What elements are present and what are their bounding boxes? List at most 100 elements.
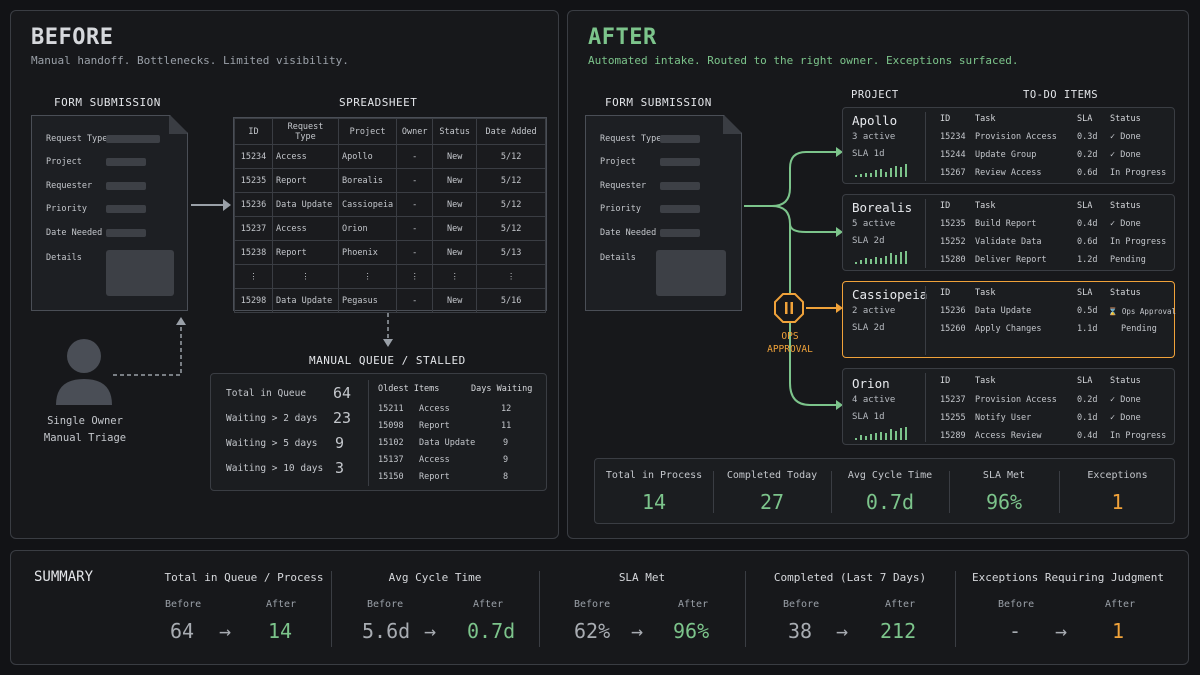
- cell: ⋮: [476, 264, 546, 289]
- task-id: 15235: [940, 219, 966, 229]
- form-field-label: Date Needed: [600, 228, 657, 238]
- project-active-count: 5 active: [852, 219, 896, 229]
- kpi-label: Total in Process: [605, 470, 703, 481]
- ops-approval-line: APPROVAL: [767, 344, 813, 355]
- summary-metric-title: SLA Met: [618, 571, 666, 584]
- before-panel: BEFORE Manual handoff. Bottlenecks. Limi…: [10, 10, 559, 539]
- col-header-id: ID: [940, 201, 951, 211]
- kpi-value: 14: [641, 490, 667, 514]
- project-name: Borealis: [852, 200, 913, 215]
- after-value: 96%: [673, 619, 710, 643]
- before-label: Before: [574, 599, 611, 610]
- project-card-borealis[interactable]: Borealis 5 active SLA 2d ID Task SLA Sta…: [842, 194, 1175, 271]
- sparkline-bar: [905, 164, 907, 177]
- cell: New: [432, 144, 478, 169]
- col-header-task: Task: [975, 376, 996, 386]
- before-value: -: [1009, 619, 1022, 643]
- queue-stat-label: Total in Queue: [226, 388, 307, 399]
- col-header-status: Status: [1110, 376, 1141, 386]
- task-id: 15237: [940, 395, 966, 405]
- task-id: 15267: [940, 168, 966, 178]
- arrow-right-icon: →: [424, 619, 437, 643]
- task-sla: 0.1d: [1077, 413, 1098, 423]
- before-title: BEFORE: [31, 25, 114, 50]
- form-field-value: [660, 229, 700, 237]
- after-label: After: [678, 599, 709, 610]
- form-field-value: [660, 135, 700, 143]
- task-status: In Progress: [1110, 168, 1167, 178]
- kpi-value: 96%: [985, 490, 1023, 514]
- task-status: ✓ Done: [1110, 413, 1141, 423]
- page-fold-icon: [723, 116, 741, 134]
- project-name: Orion: [852, 376, 890, 391]
- divider: [745, 571, 746, 647]
- cell: ⋮: [396, 264, 434, 289]
- before-label: Before: [367, 599, 404, 610]
- task-id: 15234: [940, 132, 966, 142]
- task-sla: 0.2d: [1077, 150, 1098, 160]
- form-field-value: [106, 205, 146, 213]
- spreadsheet: ID Request Type Project Owner Status Dat…: [233, 117, 547, 313]
- task-name: Notify User: [975, 413, 1032, 423]
- form-field-label: Requester: [600, 181, 647, 191]
- form-field-label: Priority: [600, 204, 641, 214]
- oldest-item-days: 9: [503, 438, 509, 448]
- cell: Cassiopeia: [337, 192, 398, 217]
- oldest-item-days: 8: [503, 472, 509, 482]
- task-name: Provision Access: [975, 395, 1057, 405]
- project-sla: SLA 1d: [852, 149, 885, 159]
- summary-metric-title: Total in Queue / Process: [164, 571, 324, 584]
- project-card-cassiopeia[interactable]: Cassiopeia 2 active SLA 2d ID Task SLA S…: [842, 281, 1176, 358]
- divider: [925, 286, 926, 355]
- divider: [949, 471, 950, 513]
- cell: -: [396, 240, 434, 265]
- project-active-count: 4 active: [852, 395, 896, 405]
- task-id: 15260: [940, 324, 966, 334]
- sparkline-bar: [865, 173, 867, 177]
- cell: Data Update: [272, 288, 339, 313]
- project-card-apollo[interactable]: Apollo 3 active SLA 1d ID Task SLA Statu…: [842, 107, 1175, 184]
- form-field-value: [660, 158, 700, 166]
- cell: 5/13: [476, 240, 546, 265]
- project-card-orion[interactable]: Orion 4 active SLA 1d ID Task SLA Status…: [842, 368, 1175, 445]
- col-header-task: Task: [975, 288, 996, 298]
- project-active-count: 3 active: [852, 132, 896, 142]
- kpi-strip: Total in Process 14 Completed Today 27 A…: [594, 458, 1175, 524]
- task-id: 15280: [940, 255, 966, 265]
- before-label: Before: [998, 599, 1035, 610]
- cell: Apollo: [337, 144, 398, 169]
- before-value: 5.6d: [362, 619, 411, 643]
- sparkline-bar: [885, 172, 887, 177]
- after-value: 0.7d: [467, 619, 516, 643]
- sparkline: [855, 251, 907, 264]
- table-row: ⋮ ⋮ ⋮ ⋮ ⋮ ⋮: [234, 264, 546, 289]
- summary-title: SUMMARY: [34, 569, 94, 585]
- form-field-value: [106, 182, 146, 190]
- form-field-label: Project: [600, 157, 636, 167]
- oldest-item-id: 15211: [378, 404, 404, 414]
- col-header-status: Status: [1110, 114, 1141, 124]
- column-header: Status: [432, 118, 478, 145]
- sparkline-bar: [855, 262, 857, 264]
- divider: [831, 471, 832, 513]
- col-header-sla: SLA: [1077, 201, 1093, 211]
- sparkline-bar: [855, 438, 857, 440]
- cell: New: [432, 240, 478, 265]
- sparkline-bar: [895, 166, 897, 177]
- after-form-document: Request Type Project Requester Priority …: [585, 115, 742, 311]
- task-name: Validate Data: [975, 237, 1042, 247]
- form-field-value: [106, 135, 160, 143]
- task-status: ✓ Done: [1110, 150, 1141, 160]
- task-sla: 0.3d: [1077, 132, 1098, 142]
- cell: New: [432, 288, 478, 313]
- cell: -: [396, 192, 434, 217]
- arrow-sheet-to-queue: [383, 313, 393, 347]
- column-header: Owner: [396, 118, 434, 145]
- kpi-label: Completed Today: [726, 470, 818, 481]
- after-label: After: [266, 599, 297, 610]
- queue-stat-label: Waiting > 5 days: [226, 438, 318, 449]
- before-value: 38: [788, 619, 813, 643]
- oldest-item-id: 15137: [378, 455, 404, 465]
- arrow-owner-to-form: [113, 317, 186, 376]
- cell: Phoenix: [337, 240, 398, 265]
